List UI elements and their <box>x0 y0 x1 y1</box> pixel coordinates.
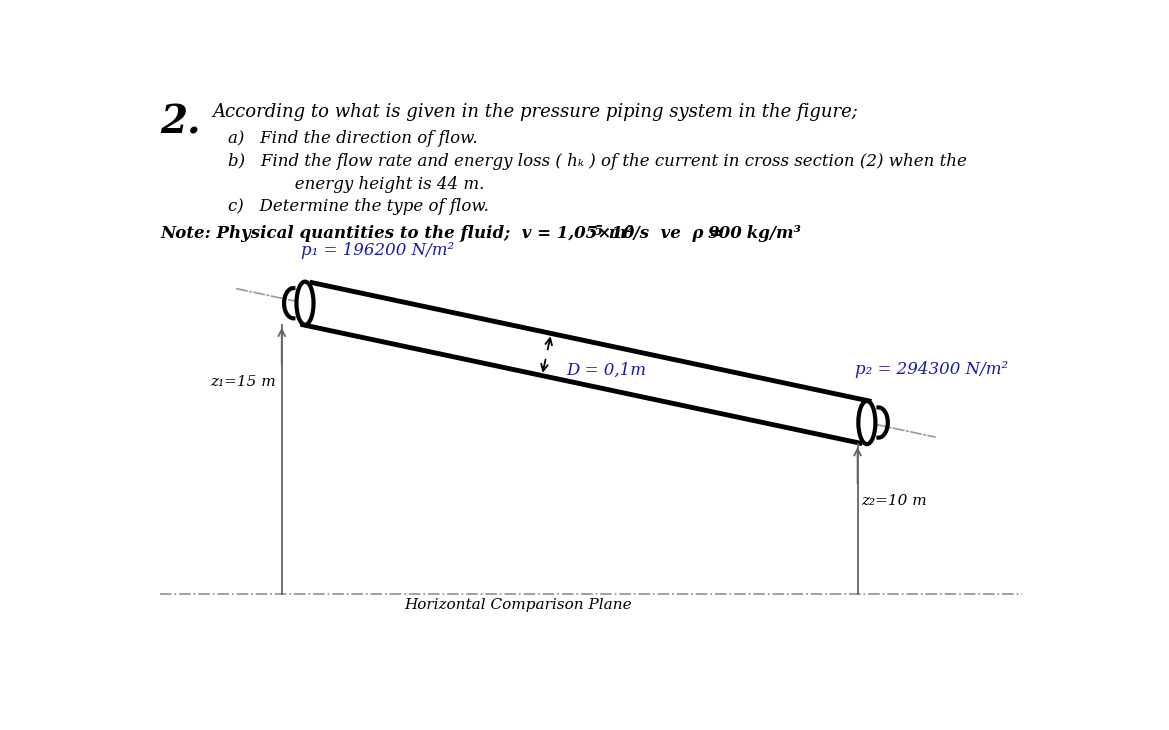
Text: z₁=15 m: z₁=15 m <box>209 374 276 389</box>
Text: Horizontal Comparison Plane: Horizontal Comparison Plane <box>404 598 632 612</box>
Text: kg/m³: kg/m³ <box>741 225 801 242</box>
Ellipse shape <box>858 401 876 444</box>
Text: According to what is given in the pressure piping system in the figure;: According to what is given in the pressu… <box>212 103 858 121</box>
Text: energy height is 44 m.: energy height is 44 m. <box>258 176 485 193</box>
Text: p₂ = 294300 N/m²: p₂ = 294300 N/m² <box>856 361 1009 378</box>
Text: -5: -5 <box>589 225 603 238</box>
Text: 2.: 2. <box>160 103 201 141</box>
Polygon shape <box>300 282 871 444</box>
Text: a)   Find the direction of flow.: a) Find the direction of flow. <box>228 130 477 147</box>
Text: D = 0,1m: D = 0,1m <box>566 362 646 379</box>
Text: b)   Find the flow rate and energy loss ( hₖ ) of the current in cross section (: b) Find the flow rate and energy loss ( … <box>228 153 967 170</box>
Ellipse shape <box>297 282 313 325</box>
Text: p₁ = 196200 N/m²: p₁ = 196200 N/m² <box>302 242 455 258</box>
Text: c)   Determine the type of flow.: c) Determine the type of flow. <box>228 198 489 215</box>
Text: z₂=10 m: z₂=10 m <box>862 494 927 508</box>
Text: m²/s  ve  ρ =: m²/s ve ρ = <box>603 225 724 242</box>
Text: Note: Physical quantities to the fluid;  v = 1,05×10: Note: Physical quantities to the fluid; … <box>160 225 635 242</box>
Text: 900: 900 <box>708 225 742 242</box>
